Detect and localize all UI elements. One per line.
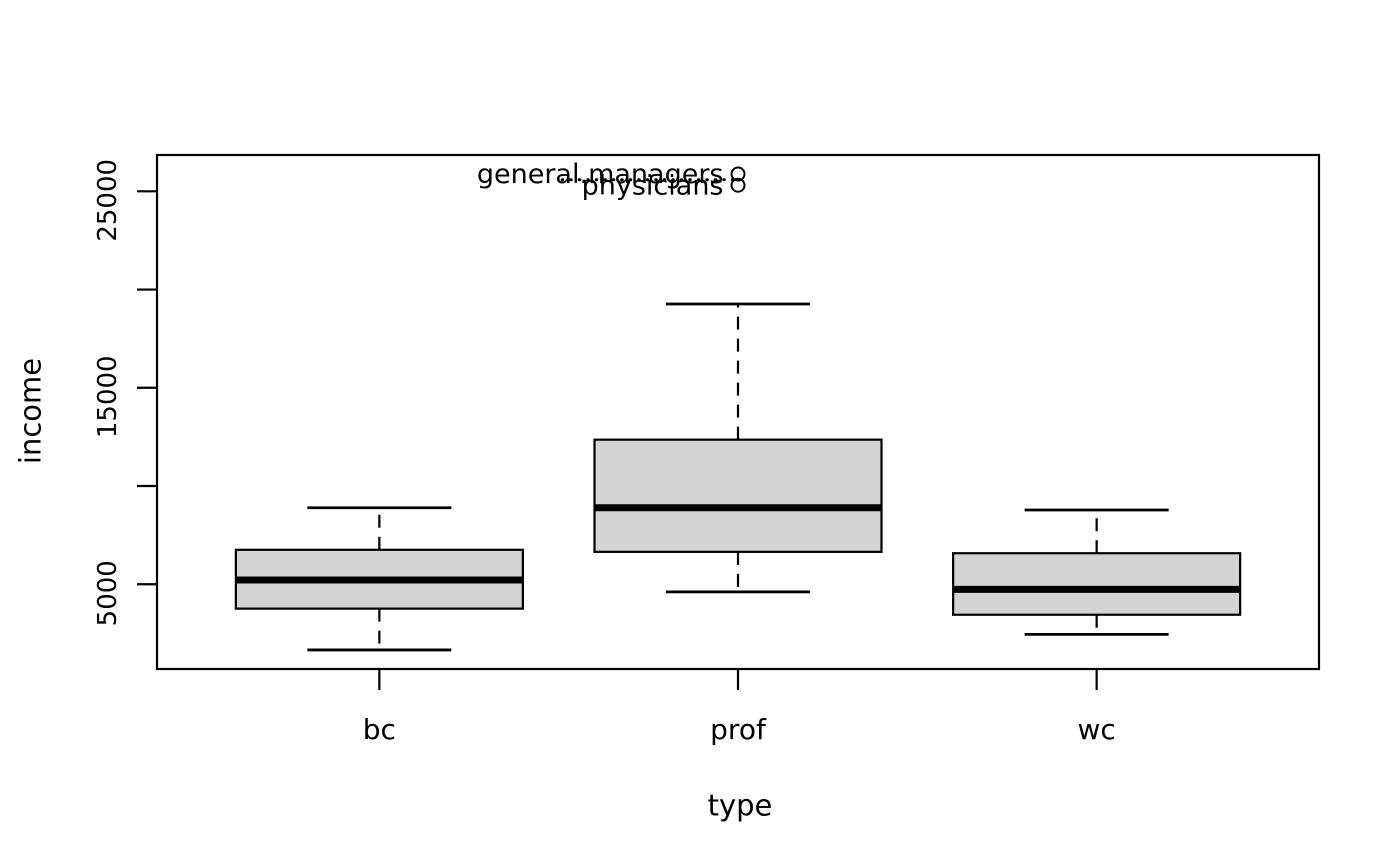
x-axis-tick-label-prof: prof — [710, 713, 767, 746]
outlier-label-general.managers: general.managers — [477, 159, 724, 190]
outlier-label-physicians: physicians — [582, 170, 724, 201]
outlier-point-general.managers — [730, 166, 746, 182]
y-axis-tick-label: 25000 — [93, 159, 123, 242]
y-axis-tick-label: 15000 — [93, 355, 123, 438]
y-axis-tick-label: 5000 — [93, 560, 123, 626]
box-wc — [952, 552, 1242, 616]
box-prof — [593, 438, 883, 553]
y-axis-title: income — [13, 357, 48, 465]
x-axis-tick-label-bc: bc — [363, 713, 396, 746]
x-axis-title: type — [707, 788, 773, 823]
x-axis-tick-label-wc: wc — [1077, 713, 1115, 746]
outlier-point-physicians — [730, 177, 746, 193]
